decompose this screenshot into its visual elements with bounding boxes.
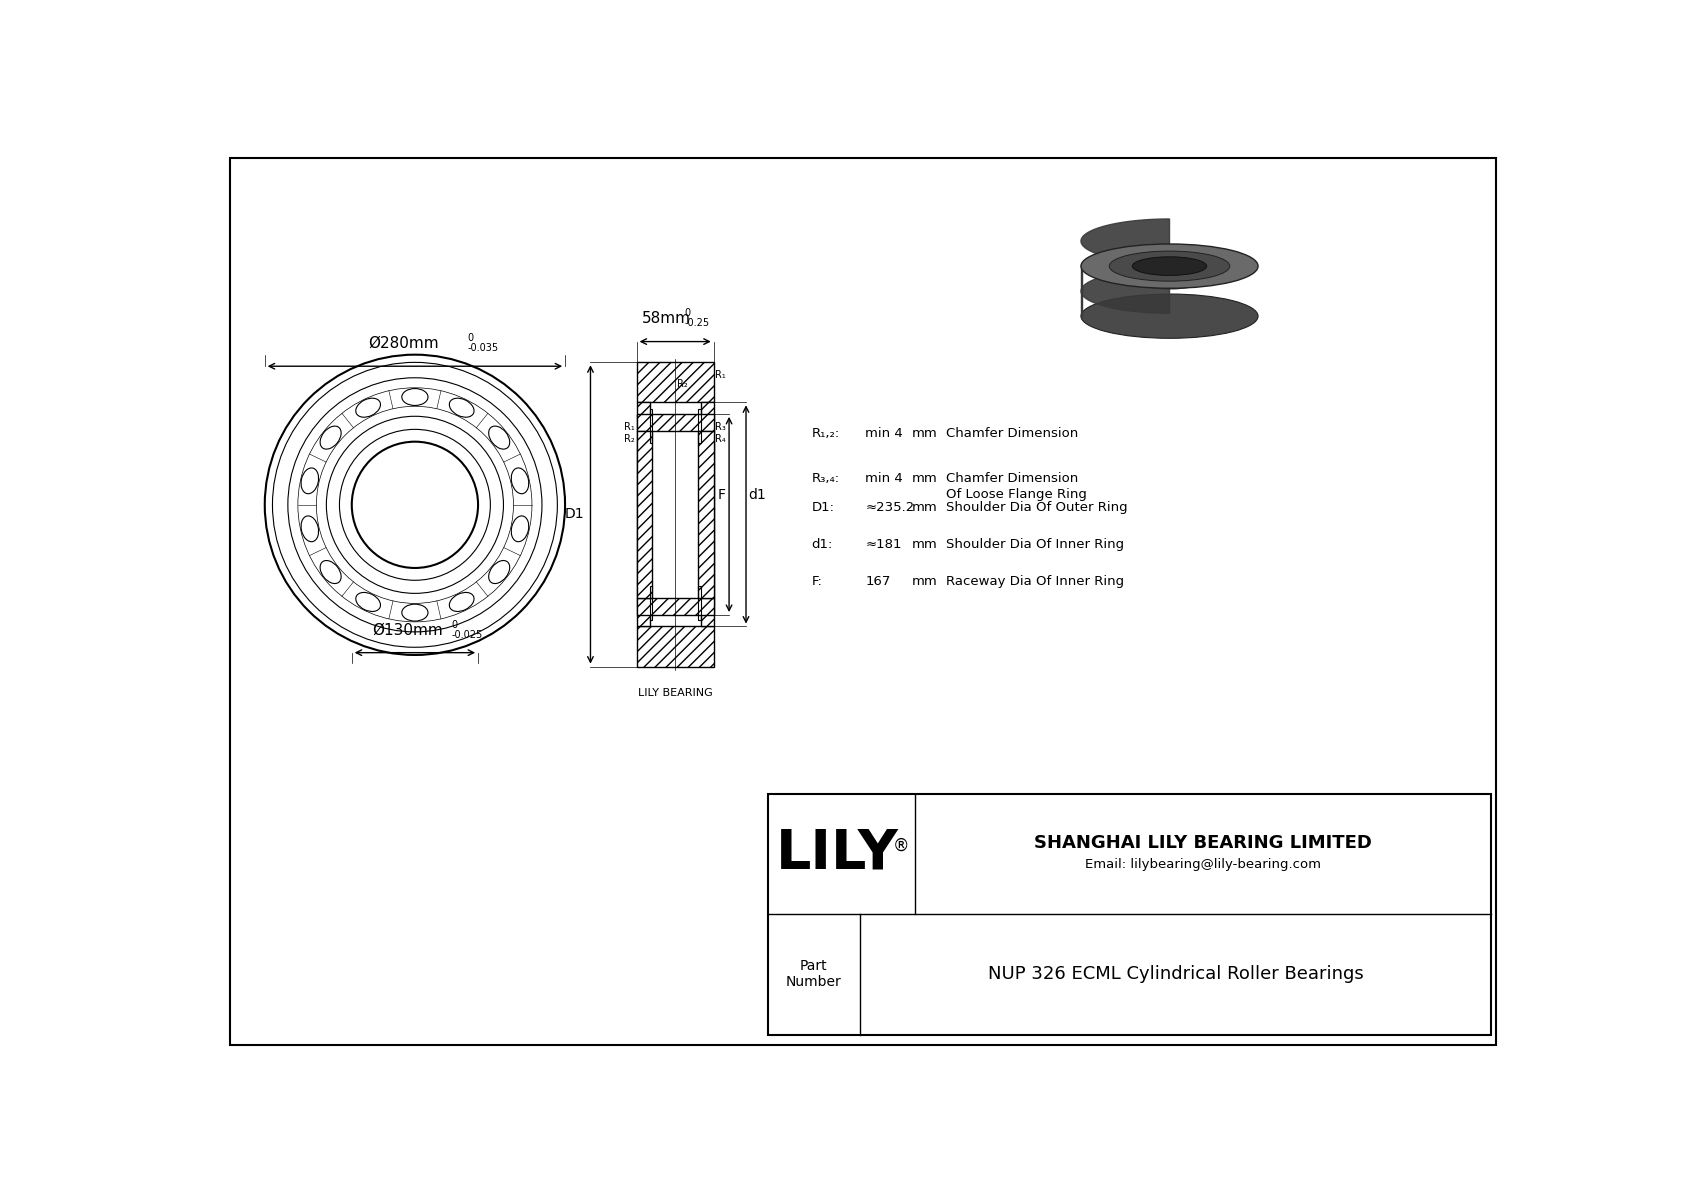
Polygon shape: [637, 431, 652, 598]
Text: NUP 326 ECML Cylindrical Roller Bearings: NUP 326 ECML Cylindrical Roller Bearings: [989, 966, 1364, 984]
Text: -0.025: -0.025: [451, 630, 483, 640]
Ellipse shape: [1081, 244, 1258, 288]
Text: -0.25: -0.25: [684, 318, 709, 329]
Polygon shape: [637, 598, 714, 615]
Text: R₂: R₂: [625, 434, 635, 443]
Text: Of Loose Flange Ring: Of Loose Flange Ring: [946, 487, 1088, 500]
Text: ≈181: ≈181: [866, 538, 903, 551]
Text: LILY: LILY: [776, 827, 899, 881]
Text: Ø280mm: Ø280mm: [369, 336, 438, 351]
Text: min 4: min 4: [866, 472, 903, 485]
Text: R₁: R₁: [716, 369, 726, 380]
Text: Chamfer Dimension: Chamfer Dimension: [946, 472, 1078, 485]
Text: ≈235.2: ≈235.2: [866, 501, 914, 515]
Text: R₃,₄:: R₃,₄:: [812, 472, 840, 485]
Text: mm: mm: [911, 575, 938, 588]
Text: F:: F:: [812, 575, 822, 588]
Text: mm: mm: [911, 428, 938, 441]
Text: Email: lilybearing@lily-bearing.com: Email: lilybearing@lily-bearing.com: [1086, 858, 1322, 871]
Text: d1:: d1:: [812, 538, 834, 551]
Text: D1: D1: [564, 507, 584, 522]
Text: 0: 0: [684, 308, 690, 318]
Text: 0: 0: [466, 333, 473, 343]
Polygon shape: [637, 414, 714, 431]
Text: 0: 0: [451, 619, 458, 630]
Ellipse shape: [1137, 273, 1202, 289]
Text: F: F: [717, 488, 726, 503]
Text: Raceway Dia Of Inner Ring: Raceway Dia Of Inner Ring: [946, 575, 1125, 588]
Polygon shape: [699, 431, 714, 598]
Text: SHANGHAI LILY BEARING LIMITED: SHANGHAI LILY BEARING LIMITED: [1034, 834, 1372, 852]
Text: R₄: R₄: [716, 434, 726, 443]
Text: D1:: D1:: [812, 501, 835, 515]
Text: 167: 167: [866, 575, 891, 588]
Text: 58mm: 58mm: [642, 311, 690, 326]
Text: min 4: min 4: [866, 428, 903, 441]
Polygon shape: [637, 403, 650, 626]
Ellipse shape: [1110, 251, 1229, 281]
Polygon shape: [701, 403, 714, 626]
Text: Chamfer Dimension: Chamfer Dimension: [946, 428, 1078, 441]
Ellipse shape: [1132, 257, 1207, 275]
Polygon shape: [1081, 219, 1169, 313]
Text: Ø130mm: Ø130mm: [372, 622, 443, 637]
Text: LILY BEARING: LILY BEARING: [638, 688, 712, 698]
Ellipse shape: [1081, 294, 1258, 338]
Text: d1: d1: [748, 488, 766, 503]
Text: R₃: R₃: [716, 422, 726, 432]
Text: mm: mm: [911, 472, 938, 485]
Text: R₁: R₁: [625, 422, 635, 432]
Text: Part
Number: Part Number: [786, 959, 842, 990]
Text: R₁,₂:: R₁,₂:: [812, 428, 840, 441]
Polygon shape: [637, 626, 714, 667]
Text: R₂: R₂: [677, 379, 689, 389]
Text: ®: ®: [893, 837, 909, 855]
Text: Shoulder Dia Of Inner Ring: Shoulder Dia Of Inner Ring: [946, 538, 1125, 551]
Text: mm: mm: [911, 501, 938, 515]
Text: -0.035: -0.035: [466, 343, 498, 353]
Polygon shape: [637, 362, 714, 403]
Text: mm: mm: [911, 538, 938, 551]
Text: Shoulder Dia Of Outer Ring: Shoulder Dia Of Outer Ring: [946, 501, 1128, 515]
